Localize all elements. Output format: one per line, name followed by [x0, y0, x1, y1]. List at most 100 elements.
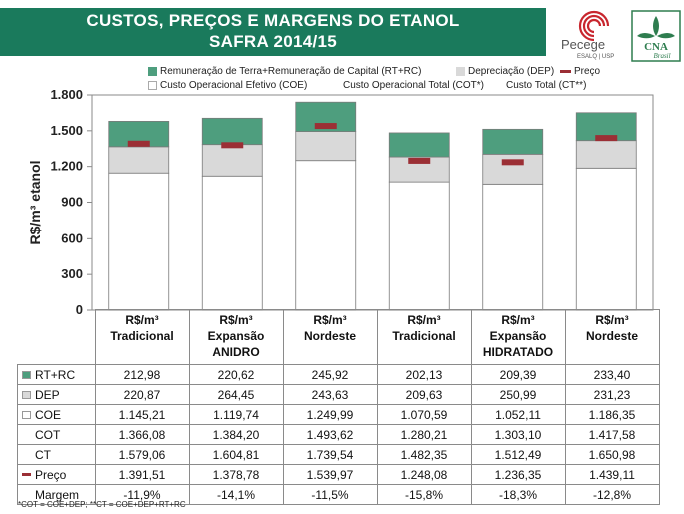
preco-marker: [408, 157, 431, 164]
bar-segment-dep: [575, 140, 637, 169]
table-cell: 264,45: [188, 384, 284, 405]
row-legend-swatch: [22, 410, 31, 419]
cna-logo-name: CNA: [644, 41, 668, 53]
category-label-line: Tradicional: [110, 329, 174, 343]
table-cell: 209,39: [470, 364, 566, 385]
category-label-line: ANIDRO: [212, 345, 260, 359]
table-cell: 1.236,35: [470, 464, 566, 485]
legend-ct: Custo Total (CT**): [506, 80, 587, 91]
legend-coe: Custo Operacional Efetivo (COE): [160, 80, 308, 91]
cna-logo-sub: Brasil: [653, 52, 670, 60]
row-label-text: COE: [35, 407, 62, 422]
row-label: CT: [17, 444, 96, 465]
table-cell: 209,63: [376, 384, 472, 405]
bar-segment-coe: [201, 175, 263, 311]
table-row: CT 1.579,06 1.604,81 1.739,54 1.482,35 1.512,…: [17, 444, 660, 465]
category-label: R$/m³ Expansão ANIDRO: [188, 309, 284, 365]
bar-segment-coe: [388, 181, 450, 311]
preco-marker: [501, 159, 524, 166]
table-row: RT+RC 212,98 220,62 245,92 202,13 209,39 233,4…: [17, 364, 660, 385]
y-tick-label: 600: [61, 230, 83, 245]
pecege-logo: Pecege ESALQ | USP: [561, 10, 614, 60]
row-legend-swatch: [22, 472, 31, 476]
table-cell: 245,92: [282, 364, 378, 385]
category-label: R$/m³ Tradicional: [376, 309, 472, 365]
legend-dep: Depreciação (DEP): [468, 66, 555, 77]
table-cell: -11,5%: [282, 484, 378, 505]
table-cell: -18,3%: [470, 484, 566, 505]
row-label: Margem: [17, 484, 96, 505]
y-tick-label: 1.200: [50, 159, 83, 174]
preco-marker: [127, 140, 150, 147]
row-label-text: Preço: [35, 467, 67, 482]
legend-cot: Custo Operacional Total (COT*): [343, 80, 484, 91]
table-corner: [17, 309, 96, 365]
table-cell: 250,99: [470, 384, 566, 405]
table-cell: 1.249,99: [282, 404, 378, 425]
category-label-line: R$/m³: [219, 313, 253, 327]
table-cell: 1.145,21: [94, 404, 190, 425]
table-cell: -15,8%: [376, 484, 472, 505]
category-label-line: Nordeste: [585, 329, 638, 343]
row-label-text: DEP: [35, 387, 60, 402]
table-cell: 1.482,35: [376, 444, 472, 465]
row-label: RT+RC: [17, 364, 96, 385]
table-cell: 231,23: [564, 384, 660, 405]
category-label-line: R$/m³: [125, 313, 159, 327]
row-label-text: COT: [35, 427, 61, 442]
bar-segment-rt-rc: [388, 132, 450, 158]
table-cell: -11,9%: [94, 484, 190, 505]
y-tick-label: 1.500: [50, 123, 83, 138]
table-cell: -12,8%: [564, 484, 660, 505]
bar-segment-dep: [482, 153, 544, 185]
footnote: *COT = COE+DEP; **CT = COE+DEP+RT+RC: [18, 500, 186, 509]
table-cell: 1.493,62: [282, 424, 378, 445]
data-table: R$/m³ Tradicional R$/m³ Expansão ANIDRO R$/m³…: [17, 309, 660, 505]
table-cell: 1.070,59: [376, 404, 472, 425]
table-cell: 1.417,58: [564, 424, 660, 445]
category-label-line: R$/m³: [407, 313, 441, 327]
legend-rt-rc: Remuneração de Terra+Remuneração de Capi…: [160, 66, 422, 77]
bar-segment-dep: [108, 146, 170, 174]
bar-segment-dep: [201, 144, 263, 177]
category-label-line: R$/m³: [595, 313, 629, 327]
category-label-line: Expansão: [207, 329, 265, 343]
table-cell: 1.579,06: [94, 444, 190, 465]
legend-swatch-coe: [148, 81, 157, 90]
cna-logo: CNA Brasil: [631, 10, 681, 62]
legend-swatch-rt-rc: [148, 67, 157, 76]
chart-title: CUSTOS, PREÇOS E MARGENS DO ETANOL: [86, 11, 460, 30]
category-label: R$/m³ Nordeste: [564, 309, 660, 365]
table-cell: 1.366,08: [94, 424, 190, 445]
plot-area: [91, 94, 654, 311]
row-label: DEP: [17, 384, 96, 405]
bar-segment-coe: [482, 183, 544, 311]
bar-segment-coe: [575, 167, 637, 311]
table-row: COT 1.366,08 1.384,20 1.493,62 1.280,21 1.303…: [17, 424, 660, 445]
table-cell: 1.186,35: [564, 404, 660, 425]
chart-subtitle: SAFRA 2014/15: [209, 32, 337, 51]
table-cell: 220,87: [94, 384, 190, 405]
preco-marker: [314, 123, 337, 130]
table-cell: 1.248,08: [376, 464, 472, 485]
table-cell: 212,98: [94, 364, 190, 385]
y-tick-label: 900: [61, 195, 83, 210]
table-cell: 1.739,54: [282, 444, 378, 465]
table-cell: -14,1%: [188, 484, 284, 505]
bar-segment-coe: [108, 172, 170, 311]
table-row: Preço 1.391,51 1.378,78 1.539,97 1.248,08 1.2…: [17, 464, 660, 485]
preco-marker: [221, 142, 244, 149]
y-axis-label: R$/m³ etanol: [27, 160, 43, 244]
table-cell: 1.650,98: [564, 444, 660, 465]
row-legend-swatch: [22, 390, 31, 399]
category-label: R$/m³ Expansão HIDRATADO: [470, 309, 566, 365]
table-cell: 1.119,74: [188, 404, 284, 425]
legend-swatch-preco: [560, 70, 571, 73]
row-label-text: CT: [35, 447, 51, 462]
category-label: R$/m³ Nordeste: [282, 309, 378, 365]
bar-segment-rt-rc: [201, 117, 263, 146]
legend-swatch-dep: [456, 67, 465, 76]
y-tick-label: 300: [61, 266, 83, 281]
bar-segment-coe: [295, 160, 357, 311]
category-label-line: R$/m³: [313, 313, 347, 327]
